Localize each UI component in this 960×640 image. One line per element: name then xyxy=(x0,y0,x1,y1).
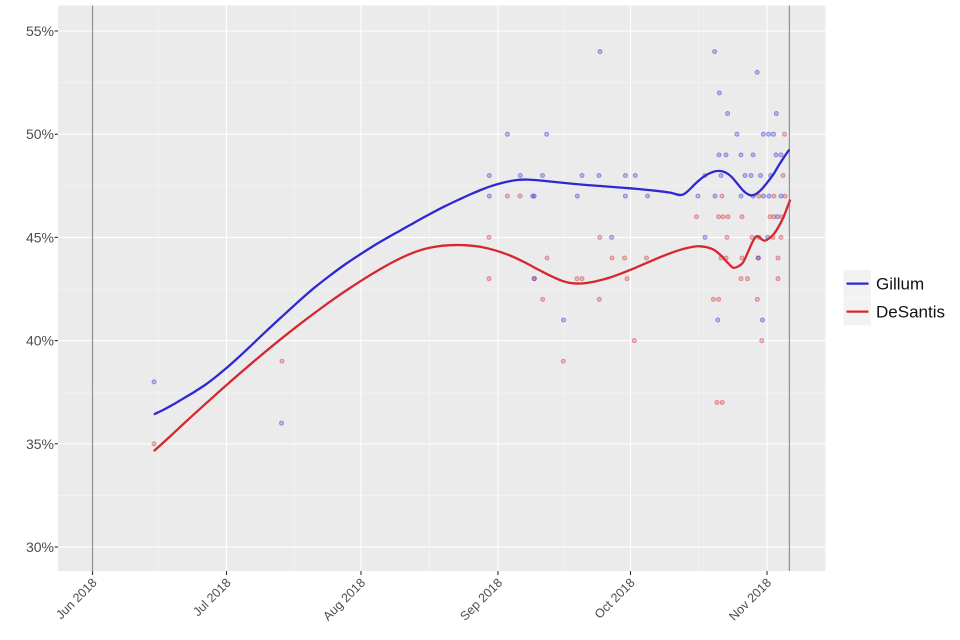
svg-text:40%: 40% xyxy=(26,333,54,349)
svg-text:Gillum: Gillum xyxy=(876,275,924,294)
svg-text:35%: 35% xyxy=(26,436,54,452)
svg-text:45%: 45% xyxy=(26,229,54,245)
svg-text:50%: 50% xyxy=(26,126,54,142)
svg-text:55%: 55% xyxy=(26,23,54,39)
svg-text:30%: 30% xyxy=(26,539,54,555)
svg-text:DeSantis: DeSantis xyxy=(876,303,945,322)
